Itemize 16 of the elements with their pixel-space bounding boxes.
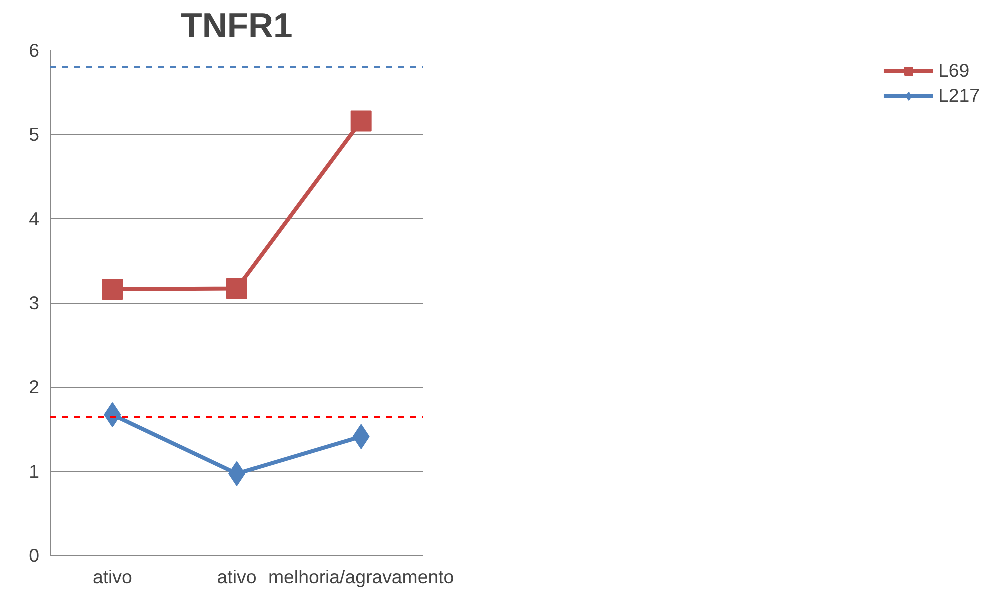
y-tick-label: 4 bbox=[29, 208, 40, 230]
x-tick-label: melhoria/agravamento bbox=[268, 566, 454, 588]
chart-title: TNFR1 bbox=[181, 8, 293, 46]
point bbox=[226, 278, 248, 300]
y-tick-label: 3 bbox=[29, 292, 40, 314]
y-tick-label: 2 bbox=[29, 376, 40, 398]
legend-label: L69 bbox=[938, 60, 970, 82]
x-tick-label: ativo bbox=[92, 566, 132, 588]
legend-label: L217 bbox=[938, 85, 980, 107]
point bbox=[102, 279, 124, 300]
point bbox=[350, 110, 372, 132]
y-tick-label: 0 bbox=[29, 545, 40, 566]
y-tick-label: 6 bbox=[29, 40, 40, 61]
y-tick-label: 5 bbox=[29, 124, 40, 146]
y-tick-label: 1 bbox=[29, 460, 40, 482]
x-tick-label: ativo bbox=[217, 566, 257, 588]
